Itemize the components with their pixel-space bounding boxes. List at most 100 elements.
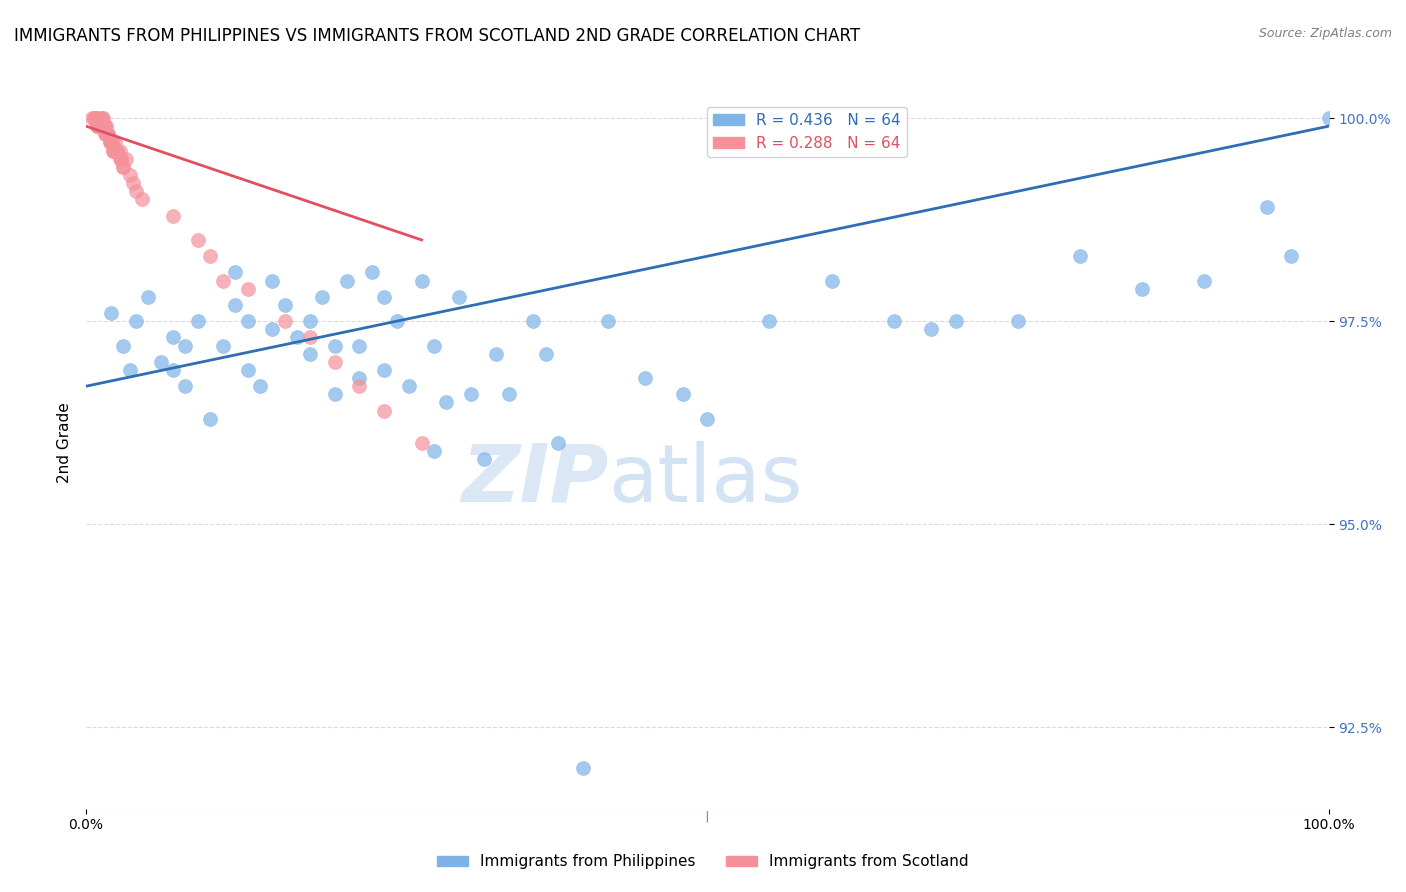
Point <box>114 152 136 166</box>
Point <box>103 144 125 158</box>
Point <box>162 330 184 344</box>
Point <box>360 265 382 279</box>
Point <box>472 452 495 467</box>
Point <box>101 136 124 150</box>
Point <box>485 347 508 361</box>
Point <box>105 144 128 158</box>
Point <box>94 119 117 133</box>
Point <box>93 128 115 142</box>
Point <box>262 274 284 288</box>
Point <box>93 119 115 133</box>
Point <box>93 119 115 133</box>
Point <box>101 136 124 150</box>
Point <box>262 322 284 336</box>
Point <box>336 274 359 288</box>
Point <box>100 136 122 150</box>
Text: atlas: atlas <box>607 441 803 518</box>
Point <box>112 160 135 174</box>
Point <box>98 136 121 150</box>
Point <box>373 363 395 377</box>
Point <box>236 363 259 377</box>
Point <box>91 119 114 133</box>
Point <box>349 379 371 393</box>
Point <box>423 444 446 458</box>
Point <box>696 411 718 425</box>
Point <box>125 314 148 328</box>
Point <box>349 371 371 385</box>
Point <box>236 282 259 296</box>
Point <box>211 338 233 352</box>
Point <box>136 290 159 304</box>
Point <box>436 395 458 409</box>
Point <box>112 338 135 352</box>
Point <box>547 436 569 450</box>
Y-axis label: 2nd Grade: 2nd Grade <box>58 402 72 483</box>
Point <box>104 136 127 150</box>
Point <box>1256 201 1278 215</box>
Point <box>1194 274 1216 288</box>
Point <box>274 314 297 328</box>
Point <box>883 314 905 328</box>
Point <box>200 411 222 425</box>
Point <box>920 322 942 336</box>
Point <box>534 347 557 361</box>
Point <box>97 128 120 142</box>
Point <box>125 184 148 198</box>
Point <box>572 761 595 775</box>
Point <box>211 274 233 288</box>
Point <box>87 119 110 133</box>
Point <box>86 111 108 125</box>
Point <box>84 111 107 125</box>
Point <box>90 111 112 125</box>
Point <box>83 111 105 125</box>
Point <box>162 363 184 377</box>
Point <box>93 111 115 125</box>
Point <box>90 119 112 133</box>
Point <box>820 274 842 288</box>
Point <box>91 111 114 125</box>
Point <box>96 128 118 142</box>
Point <box>94 128 117 142</box>
Point <box>411 436 433 450</box>
Point <box>945 314 967 328</box>
Point <box>108 152 131 166</box>
Point <box>274 298 297 312</box>
Point <box>84 111 107 125</box>
Point <box>105 144 128 158</box>
Point <box>94 128 117 142</box>
Point <box>84 111 107 125</box>
Point <box>103 144 125 158</box>
Text: Source: ZipAtlas.com: Source: ZipAtlas.com <box>1258 27 1392 40</box>
Point <box>323 338 346 352</box>
Point <box>112 160 135 174</box>
Point <box>162 209 184 223</box>
Point <box>447 290 470 304</box>
Point <box>522 314 544 328</box>
Point <box>174 379 197 393</box>
Point <box>298 330 321 344</box>
Point <box>200 249 222 263</box>
Point <box>86 119 108 133</box>
Point <box>224 265 246 279</box>
Point <box>104 144 127 158</box>
Point <box>236 314 259 328</box>
Point <box>82 111 104 125</box>
Point <box>596 314 619 328</box>
Point <box>89 119 111 133</box>
Point <box>118 168 141 182</box>
Point <box>86 119 108 133</box>
Point <box>758 314 780 328</box>
Point <box>385 314 408 328</box>
Point <box>108 144 131 158</box>
Point <box>671 387 693 401</box>
Text: IMMIGRANTS FROM PHILIPPINES VS IMMIGRANTS FROM SCOTLAND 2ND GRADE CORRELATION CH: IMMIGRANTS FROM PHILIPPINES VS IMMIGRANT… <box>14 27 860 45</box>
Point <box>1069 249 1091 263</box>
Point <box>98 136 121 150</box>
Point <box>323 387 346 401</box>
Point <box>93 119 115 133</box>
Point <box>349 338 371 352</box>
Point <box>110 152 132 166</box>
Point <box>311 290 333 304</box>
Point <box>83 111 105 125</box>
Point <box>87 119 110 133</box>
